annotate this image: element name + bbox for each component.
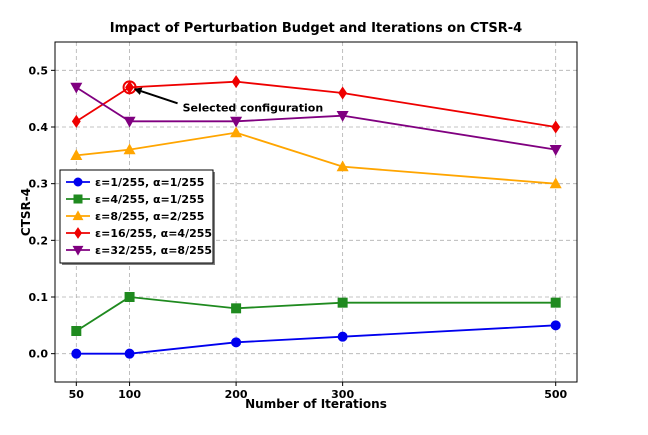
annotation: Selected configuration xyxy=(122,80,324,114)
series-line xyxy=(75,86,556,151)
legend-label: ε=32/255, α=8/255 xyxy=(95,244,212,257)
series-line xyxy=(76,324,556,355)
data-point xyxy=(338,86,348,100)
data-point xyxy=(71,348,82,359)
data-point xyxy=(336,160,349,172)
highlight-circle xyxy=(122,80,137,95)
y-tick-label: 0.4 xyxy=(29,121,49,134)
series-1-255-1-255 xyxy=(71,320,561,359)
data-point xyxy=(337,297,348,308)
data-point xyxy=(231,337,242,348)
series-group xyxy=(70,75,562,359)
data-point xyxy=(551,120,561,134)
annotation-text: Selected configuration xyxy=(183,101,324,114)
legend-entry: ε=8/255, α=2/255 xyxy=(66,210,204,223)
data-point xyxy=(230,116,243,128)
legend: ε=1/255, α=1/255 ε=4/255, α=1/255 ε=8/255,… xyxy=(59,169,215,265)
data-point xyxy=(336,111,349,122)
legend-entry: ε=32/255, α=8/255 xyxy=(66,244,212,257)
x-tick-label: 50 xyxy=(69,388,85,401)
y-tick-label: 0.2 xyxy=(29,234,49,247)
data-point xyxy=(71,326,82,336)
annotation-arrow xyxy=(133,87,178,105)
data-point xyxy=(123,143,136,155)
legend-swatch-marker xyxy=(73,177,83,187)
x-tick-label: 300 xyxy=(331,388,354,401)
legend-label: ε=1/255, α=1/255 xyxy=(95,176,204,189)
legend-swatch-marker xyxy=(73,194,83,204)
data-point xyxy=(550,297,561,308)
legend-entry: ε=1/255, α=1/255 xyxy=(66,176,204,189)
data-point xyxy=(71,114,81,128)
data-point xyxy=(70,82,83,94)
y-tick-label: 0.5 xyxy=(29,64,49,77)
series-32-255-8-255 xyxy=(70,82,562,156)
x-tick-label: 200 xyxy=(225,388,248,401)
legend-label: ε=8/255, α=2/255 xyxy=(95,210,204,223)
series-4-255-1-255 xyxy=(71,292,561,336)
chart-title: Impact of Perturbation Budget and Iterat… xyxy=(110,21,522,36)
series-line xyxy=(75,296,556,332)
data-point xyxy=(231,303,242,314)
data-point xyxy=(337,331,348,342)
legend-label: ε=4/255, α=1/255 xyxy=(95,193,204,206)
data-point xyxy=(550,320,561,331)
legend-swatch-marker xyxy=(73,227,83,239)
x-tick-label: 100 xyxy=(118,388,141,401)
data-point xyxy=(123,116,136,128)
legend-entry: ε=16/255, α=4/255 xyxy=(66,227,212,240)
data-point xyxy=(124,348,135,359)
y-tick-label: 0.0 xyxy=(29,348,49,361)
data-point xyxy=(124,292,135,302)
series-8-255-2-255 xyxy=(70,126,562,189)
data-point xyxy=(231,75,241,89)
data-point xyxy=(549,145,562,156)
y-tick-label: 0.3 xyxy=(29,178,49,191)
legend-swatch-marker xyxy=(72,245,84,256)
y-axis-ticks: 0.0 0.1 0.2 0.3 0.4 0.5 xyxy=(29,64,55,361)
legend-swatch-marker xyxy=(72,210,84,221)
y-axis-label: CTSR-4 xyxy=(19,188,33,236)
grid xyxy=(55,42,577,382)
data-point xyxy=(125,80,135,94)
x-tick-label: 500 xyxy=(544,388,567,401)
legend-label: ε=16/255, α=4/255 xyxy=(95,227,212,240)
x-axis-ticks: 50 100 200 300 500 xyxy=(69,382,568,401)
legend-entry: ε=4/255, α=1/255 xyxy=(66,193,204,206)
data-point xyxy=(549,177,562,189)
x-axis-label: Number of Iterations xyxy=(245,397,387,411)
plot-frame xyxy=(54,41,578,383)
data-point xyxy=(70,149,83,160)
y-tick-label: 0.1 xyxy=(29,291,49,304)
data-point xyxy=(230,126,243,138)
series-16-255-4-255 xyxy=(71,75,561,134)
